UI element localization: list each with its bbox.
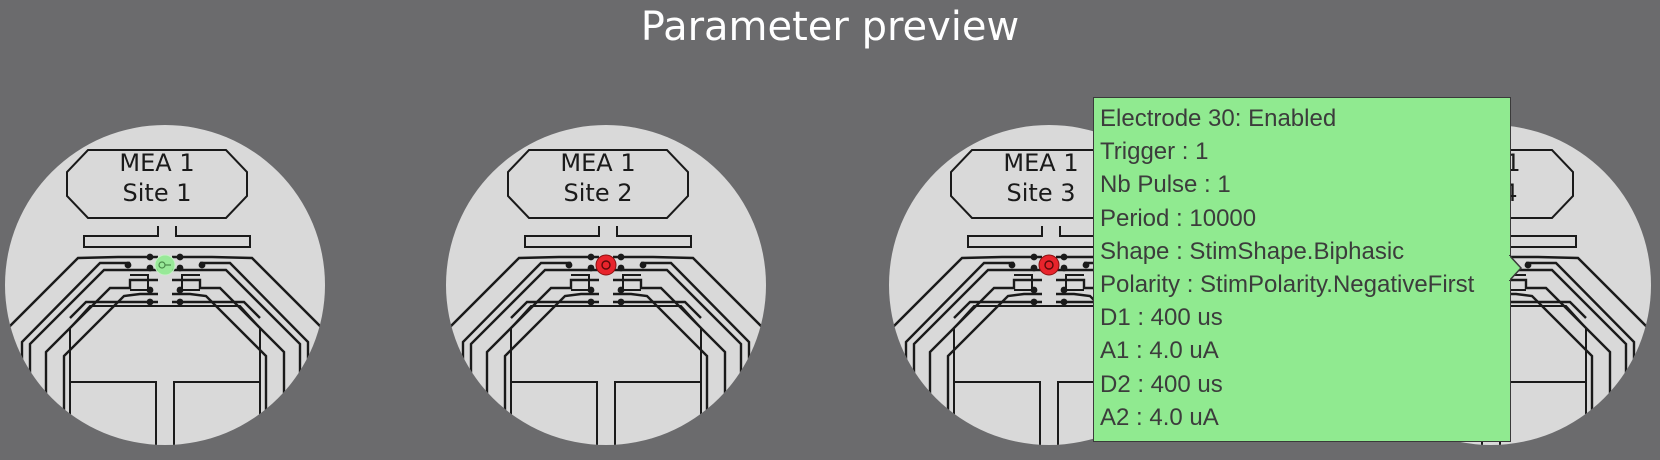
contact-dot <box>1030 298 1038 306</box>
electrode-active-icon[interactable] <box>1038 254 1060 276</box>
contact-dot <box>176 298 184 306</box>
contact-dot <box>146 264 154 272</box>
contact-dot <box>617 298 625 306</box>
mea-label: MEA 1 <box>119 149 194 177</box>
site-disc <box>446 125 766 445</box>
contact-dot <box>565 261 573 269</box>
contact-dot <box>176 253 184 261</box>
contact-dot <box>1060 286 1068 294</box>
contact-dot <box>1030 264 1038 272</box>
contact-dot <box>176 264 184 272</box>
tooltip-a2: A2 : 4.0 uA <box>1100 403 1219 431</box>
tooltip-nb-pulse: Nb Pulse : 1 <box>1100 171 1231 199</box>
tooltip-period: Period : 10000 <box>1100 204 1257 232</box>
contact-dot <box>146 286 154 294</box>
contact-dot <box>1060 298 1068 306</box>
contact-dot <box>146 253 154 261</box>
contact-dot <box>1524 261 1532 269</box>
contact-dot <box>587 298 595 306</box>
contact-dot <box>1008 261 1016 269</box>
contact-dot <box>1060 253 1068 261</box>
mea-label: MEA 1 <box>560 149 635 177</box>
tooltip-d1: D1 : 400 us <box>1100 304 1223 332</box>
site-label: Site 2 <box>564 179 633 207</box>
tooltip-shape: Shape : StimShape.Biphasic <box>1100 237 1405 265</box>
contact-dot <box>617 253 625 261</box>
tooltip-trigger: Trigger : 1 <box>1100 138 1209 166</box>
contact-dot <box>587 264 595 272</box>
contact-dot <box>1082 261 1090 269</box>
contact-dot <box>1030 253 1038 261</box>
mea-label: MEA 1 <box>1003 149 1078 177</box>
tooltip-polarity: Polarity : StimPolarity.NegativeFirst <box>1100 271 1475 299</box>
tooltip-pointer-icon <box>1509 255 1523 281</box>
contact-dot <box>1060 264 1068 272</box>
electrode-traces <box>5 149 325 445</box>
contact-dot <box>1030 286 1038 294</box>
contact-dot <box>639 261 647 269</box>
contact-dot <box>617 264 625 272</box>
contact-dot <box>124 261 132 269</box>
tooltip-electrode-status: Electrode 30: Enabled <box>1100 105 1337 132</box>
contact-dot <box>198 261 206 269</box>
contact-dot <box>587 286 595 294</box>
site-label: Site 3 <box>1007 179 1076 207</box>
contact-dot <box>176 286 184 294</box>
page-title: Parameter preview <box>640 4 1020 50</box>
electrode-active-icon[interactable] <box>595 254 617 276</box>
tooltip-d2: D2 : 400 us <box>1100 370 1223 398</box>
site-disc <box>5 125 325 445</box>
tooltip-a1: A1 : 4.0 uA <box>1100 337 1219 365</box>
contact-dot <box>146 298 154 306</box>
electrode-tooltip: Electrode 30: Enabled Trigger : 1 Nb Pul… <box>1093 97 1511 442</box>
site-label: Site 1 <box>123 179 192 207</box>
contact-dot <box>587 253 595 261</box>
contact-dot <box>617 286 625 294</box>
electrode-enabled-icon[interactable] <box>154 254 176 276</box>
